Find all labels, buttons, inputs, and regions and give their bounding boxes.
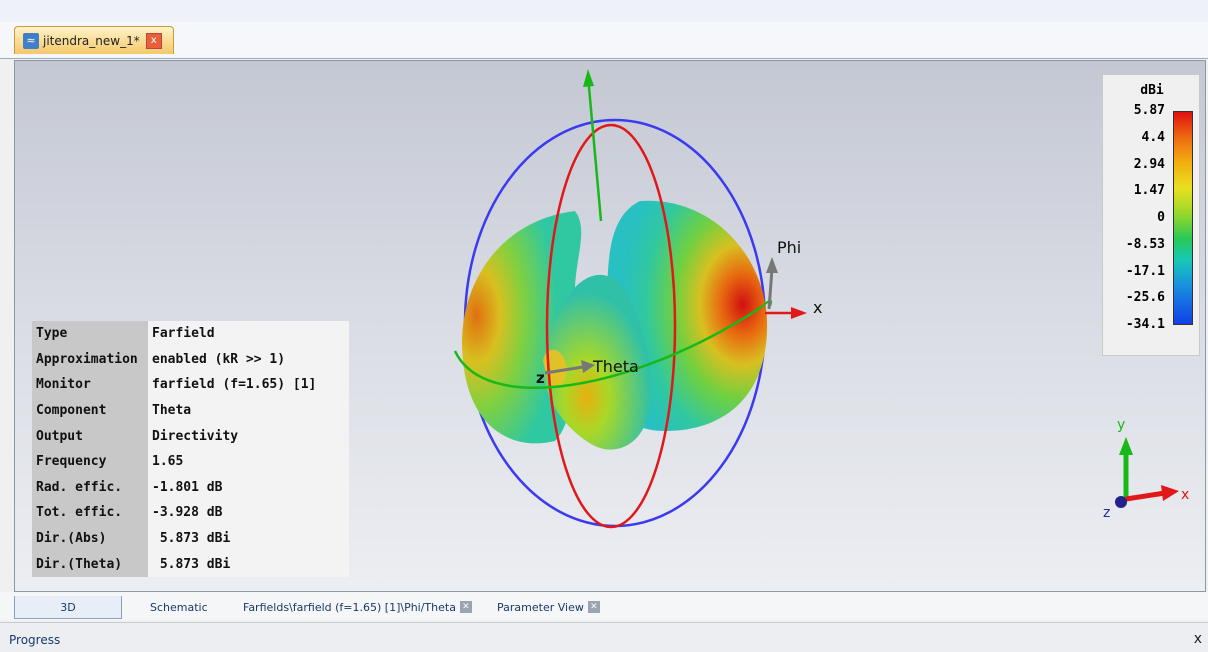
tab-3d[interactable]: 3D: [14, 596, 122, 619]
theta-arrow-line: [544, 365, 584, 375]
document-tab[interactable]: ≈ jitendra_new_1* x: [14, 26, 174, 54]
info-row: Dir.(Abs) 5.873 dBi: [32, 525, 349, 552]
tab-parameter-view-label: Parameter View: [497, 600, 584, 614]
view-tab-strip: [0, 592, 1208, 620]
tab-schematic-label: Schematic: [150, 600, 208, 614]
green-vertical-axis: [586, 75, 603, 222]
info-key: Approximation: [32, 346, 148, 373]
triad-y-arrowhead: [1119, 437, 1133, 455]
legend-tick-label: 0: [1157, 210, 1165, 225]
info-value: Farfield: [148, 321, 349, 347]
info-value: Directivity: [148, 423, 349, 449]
progress-panel: Progress x: [0, 622, 1208, 652]
progress-title: Progress: [9, 633, 61, 647]
legend-unit: dBi: [1140, 83, 1164, 98]
info-key: Type: [32, 321, 148, 347]
info-row: Frequency 1.65: [32, 448, 349, 475]
close-icon[interactable]: ✕: [587, 601, 600, 613]
info-row: Dir.(Theta) 5.873 dBi: [32, 551, 349, 577]
info-value: Theta: [148, 397, 349, 424]
info-value: enabled (kR >> 1): [148, 346, 349, 373]
info-key: Dir.(Theta): [32, 551, 148, 577]
viewport-3d[interactable]: Phi x Theta z y x z Type Farfield Approxim…: [14, 60, 1206, 592]
x-axis-arrowhead: [791, 307, 807, 319]
farfield-scene: Phi x Theta z y x z: [453, 69, 1189, 529]
info-value: -1.801 dB: [148, 474, 349, 501]
app-icon: ≈: [23, 32, 39, 49]
document-tab-strip: [0, 22, 1208, 59]
legend-tick-label: 2.94: [1133, 156, 1165, 172]
phi-arrowhead: [766, 257, 778, 273]
triad-x-arrowhead: [1161, 485, 1179, 501]
info-row: Tot. effic. -3.928 dB: [32, 500, 349, 526]
triad-y-label: y: [1117, 417, 1125, 433]
legend-tick-label: 5.87: [1133, 103, 1165, 118]
triad-z-axis: [1115, 496, 1127, 508]
legend-tick-label: 1.47: [1133, 183, 1165, 199]
triad-z-label: z: [1103, 505, 1110, 521]
legend-tick-label: -8.53: [1125, 236, 1165, 252]
info-key: Output: [32, 423, 148, 449]
info-row: Rad. effic. -1.801 dB: [32, 474, 349, 501]
info-row: Component Theta: [32, 397, 349, 424]
legend-tick-label: -17.1: [1125, 263, 1165, 279]
legend-tick-label: 4.4: [1141, 129, 1165, 145]
info-key: Component: [32, 397, 148, 424]
tab-3d-label: 3D: [60, 600, 76, 614]
legend-color-bar: [1173, 111, 1193, 325]
tab-schematic[interactable]: Schematic: [150, 596, 208, 618]
info-key: Frequency: [32, 448, 148, 475]
color-legend: dBi 5.87 4.4 2.94 1.47 0 -8.53 -17.1 -25.6 -34.1: [1102, 74, 1200, 356]
info-row: Output Directivity: [32, 423, 349, 449]
progress-close-button[interactable]: x: [1193, 631, 1202, 647]
farfield-info-table: Type Farfield Approximation enabled (kR >> …: [32, 321, 349, 577]
theta-label: Theta: [592, 357, 639, 376]
info-row: Approximation enabled (kR >> 1): [32, 346, 349, 373]
triad-x-label: x: [1181, 487, 1189, 503]
info-value: 5.873 dBi: [148, 525, 349, 552]
tab-parameter-view[interactable]: Parameter View ✕: [497, 596, 600, 618]
info-key: Rad. effic.: [32, 474, 148, 501]
core-lobe: [543, 274, 651, 450]
tab-farfield-phi-theta[interactable]: Farfields\farfield (f=1.65) [1]\Phi/Thet…: [243, 596, 472, 618]
red-theta-circle: [545, 123, 677, 529]
legend-tick-label: -25.6: [1125, 290, 1165, 306]
title-bar-remnant: [0, 0, 1208, 22]
info-value: farfield (f=1.65) [1]: [148, 372, 349, 398]
x-label: x: [813, 298, 822, 317]
phi-arrow-line: [767, 268, 774, 310]
triad-x-axis: [1125, 490, 1166, 502]
info-value: -3.928 dB: [148, 500, 349, 526]
info-key: Dir.(Abs): [32, 525, 148, 552]
theta-arrowhead: [581, 360, 595, 373]
info-value: 5.873 dBi: [148, 551, 349, 577]
close-icon[interactable]: x: [145, 32, 162, 49]
z-label: z: [536, 369, 545, 387]
close-icon[interactable]: ✕: [459, 601, 472, 613]
info-key: Tot. effic.: [32, 500, 148, 526]
green-axis-arrowhead: [583, 69, 594, 87]
info-row: Monitor farfield (f=1.65) [1]: [32, 372, 349, 398]
info-value: 1.65: [148, 448, 349, 475]
document-tab-title: jitendra_new_1*: [43, 33, 140, 48]
info-key: Monitor: [32, 372, 148, 398]
info-row: Type Farfield: [32, 321, 349, 347]
tab-farfield-label: Farfields\farfield (f=1.65) [1]\Phi/Thet…: [243, 600, 456, 614]
green-equator: [453, 304, 764, 389]
phi-label: Phi: [777, 238, 801, 257]
legend-tick-label: -34.1: [1125, 317, 1165, 332]
